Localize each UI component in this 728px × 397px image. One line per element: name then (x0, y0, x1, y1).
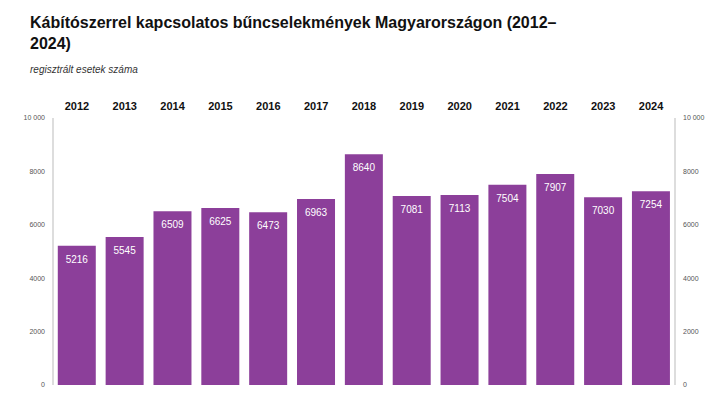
svg-text:6473: 6473 (257, 220, 280, 231)
svg-text:2020: 2020 (447, 100, 471, 112)
svg-text:6000: 6000 (29, 221, 45, 228)
svg-text:2013: 2013 (113, 100, 137, 112)
svg-text:2018: 2018 (352, 100, 376, 112)
svg-text:6000: 6000 (683, 221, 699, 228)
svg-text:8000: 8000 (29, 168, 45, 175)
svg-text:6963: 6963 (305, 207, 328, 218)
svg-text:2014: 2014 (160, 100, 185, 112)
svg-text:8000: 8000 (683, 168, 699, 175)
svg-text:8640: 8640 (353, 162, 376, 173)
html-text:regisztrált esetek száma: regisztrált esetek száma (30, 64, 138, 75)
svg-text:2024: 2024 (639, 100, 664, 112)
svg-text:5216: 5216 (66, 254, 89, 265)
svg-text:2015: 2015 (208, 100, 232, 112)
svg-text:7030: 7030 (592, 205, 615, 216)
svg-text:2022: 2022 (543, 100, 567, 112)
svg-text:10 000: 10 000 (683, 114, 705, 121)
svg-text:2000: 2000 (683, 328, 699, 335)
svg-text:7504: 7504 (496, 193, 519, 204)
svg-text:7113: 7113 (449, 203, 471, 214)
svg-text:2000: 2000 (29, 328, 45, 335)
svg-text:4000: 4000 (29, 275, 45, 282)
svg-text:7254: 7254 (640, 199, 663, 210)
svg-text:6509: 6509 (161, 219, 184, 230)
svg-text:2023: 2023 (591, 100, 615, 112)
svg-text:7907: 7907 (544, 182, 567, 193)
svg-text:6625: 6625 (209, 216, 232, 227)
svg-text:7081: 7081 (401, 204, 424, 215)
svg-text:0: 0 (41, 381, 45, 388)
svg-text:2017: 2017 (304, 100, 328, 112)
html-text:Kábítószerrel kapcsolatos bűnc: Kábítószerrel kapcsolatos bűncselekménye… (30, 14, 557, 52)
svg-text:2016: 2016 (256, 100, 280, 112)
svg-text:2021: 2021 (495, 100, 519, 112)
svg-text:10 000: 10 000 (24, 114, 46, 121)
svg-text:5545: 5545 (114, 245, 137, 256)
svg-text:2012: 2012 (65, 100, 89, 112)
svg-text:0: 0 (683, 381, 687, 388)
svg-text:4000: 4000 (683, 275, 699, 282)
svg-text:2019: 2019 (400, 100, 424, 112)
